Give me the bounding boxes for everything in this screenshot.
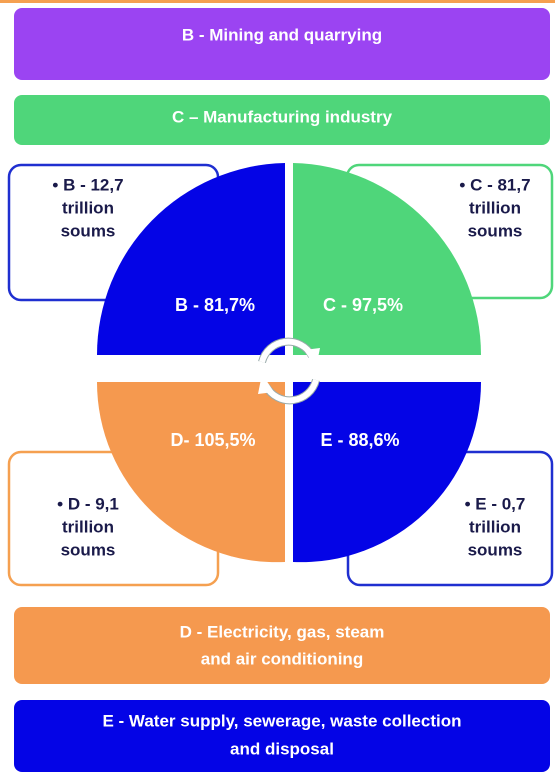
sector-d-banner: [14, 607, 550, 684]
quadrant-c: [293, 163, 481, 355]
quadrant-d: [96, 382, 286, 563]
share-b: B - 81,7%: [175, 295, 255, 315]
top-line: [0, 0, 555, 3]
amount-d: soums: [61, 540, 116, 559]
share-c: C - 97,5%: [323, 295, 403, 315]
amount-d: trillion: [62, 517, 114, 536]
amount-b: soums: [61, 221, 116, 240]
sector-b-banner: [14, 8, 550, 80]
sector-e-title: and disposal: [230, 739, 334, 758]
sector-e-title: E - Water supply, sewerage, waste collec…: [102, 711, 461, 730]
amount-d: • D - 9,1: [57, 494, 119, 513]
sector-c-banner: [14, 95, 550, 145]
amount-e: • E - 0,7: [465, 494, 526, 513]
cycle-icon: [258, 337, 320, 405]
amount-b: • B - 12,7: [52, 175, 123, 194]
sector-c-title: C – Manufacturing industry: [172, 107, 393, 126]
sector-e-banner: [14, 700, 550, 772]
sector-d-title: and air conditioning: [201, 649, 363, 668]
amount-e: trillion: [469, 517, 521, 536]
share-e: E - 88,6%: [320, 430, 399, 450]
amount-e: soums: [468, 540, 523, 559]
amount-c: soums: [468, 221, 523, 240]
amount-b: trillion: [62, 198, 114, 217]
share-d: D- 105,5%: [170, 430, 255, 450]
amount-c: • C - 81,7: [459, 175, 530, 194]
quadrant-e: [293, 382, 482, 563]
amount-c: trillion: [469, 198, 521, 217]
sector-d-title: D - Electricity, gas, steam: [180, 622, 385, 641]
quadrant-b: [97, 163, 285, 355]
sector-b-title: B - Mining and quarrying: [182, 25, 382, 44]
